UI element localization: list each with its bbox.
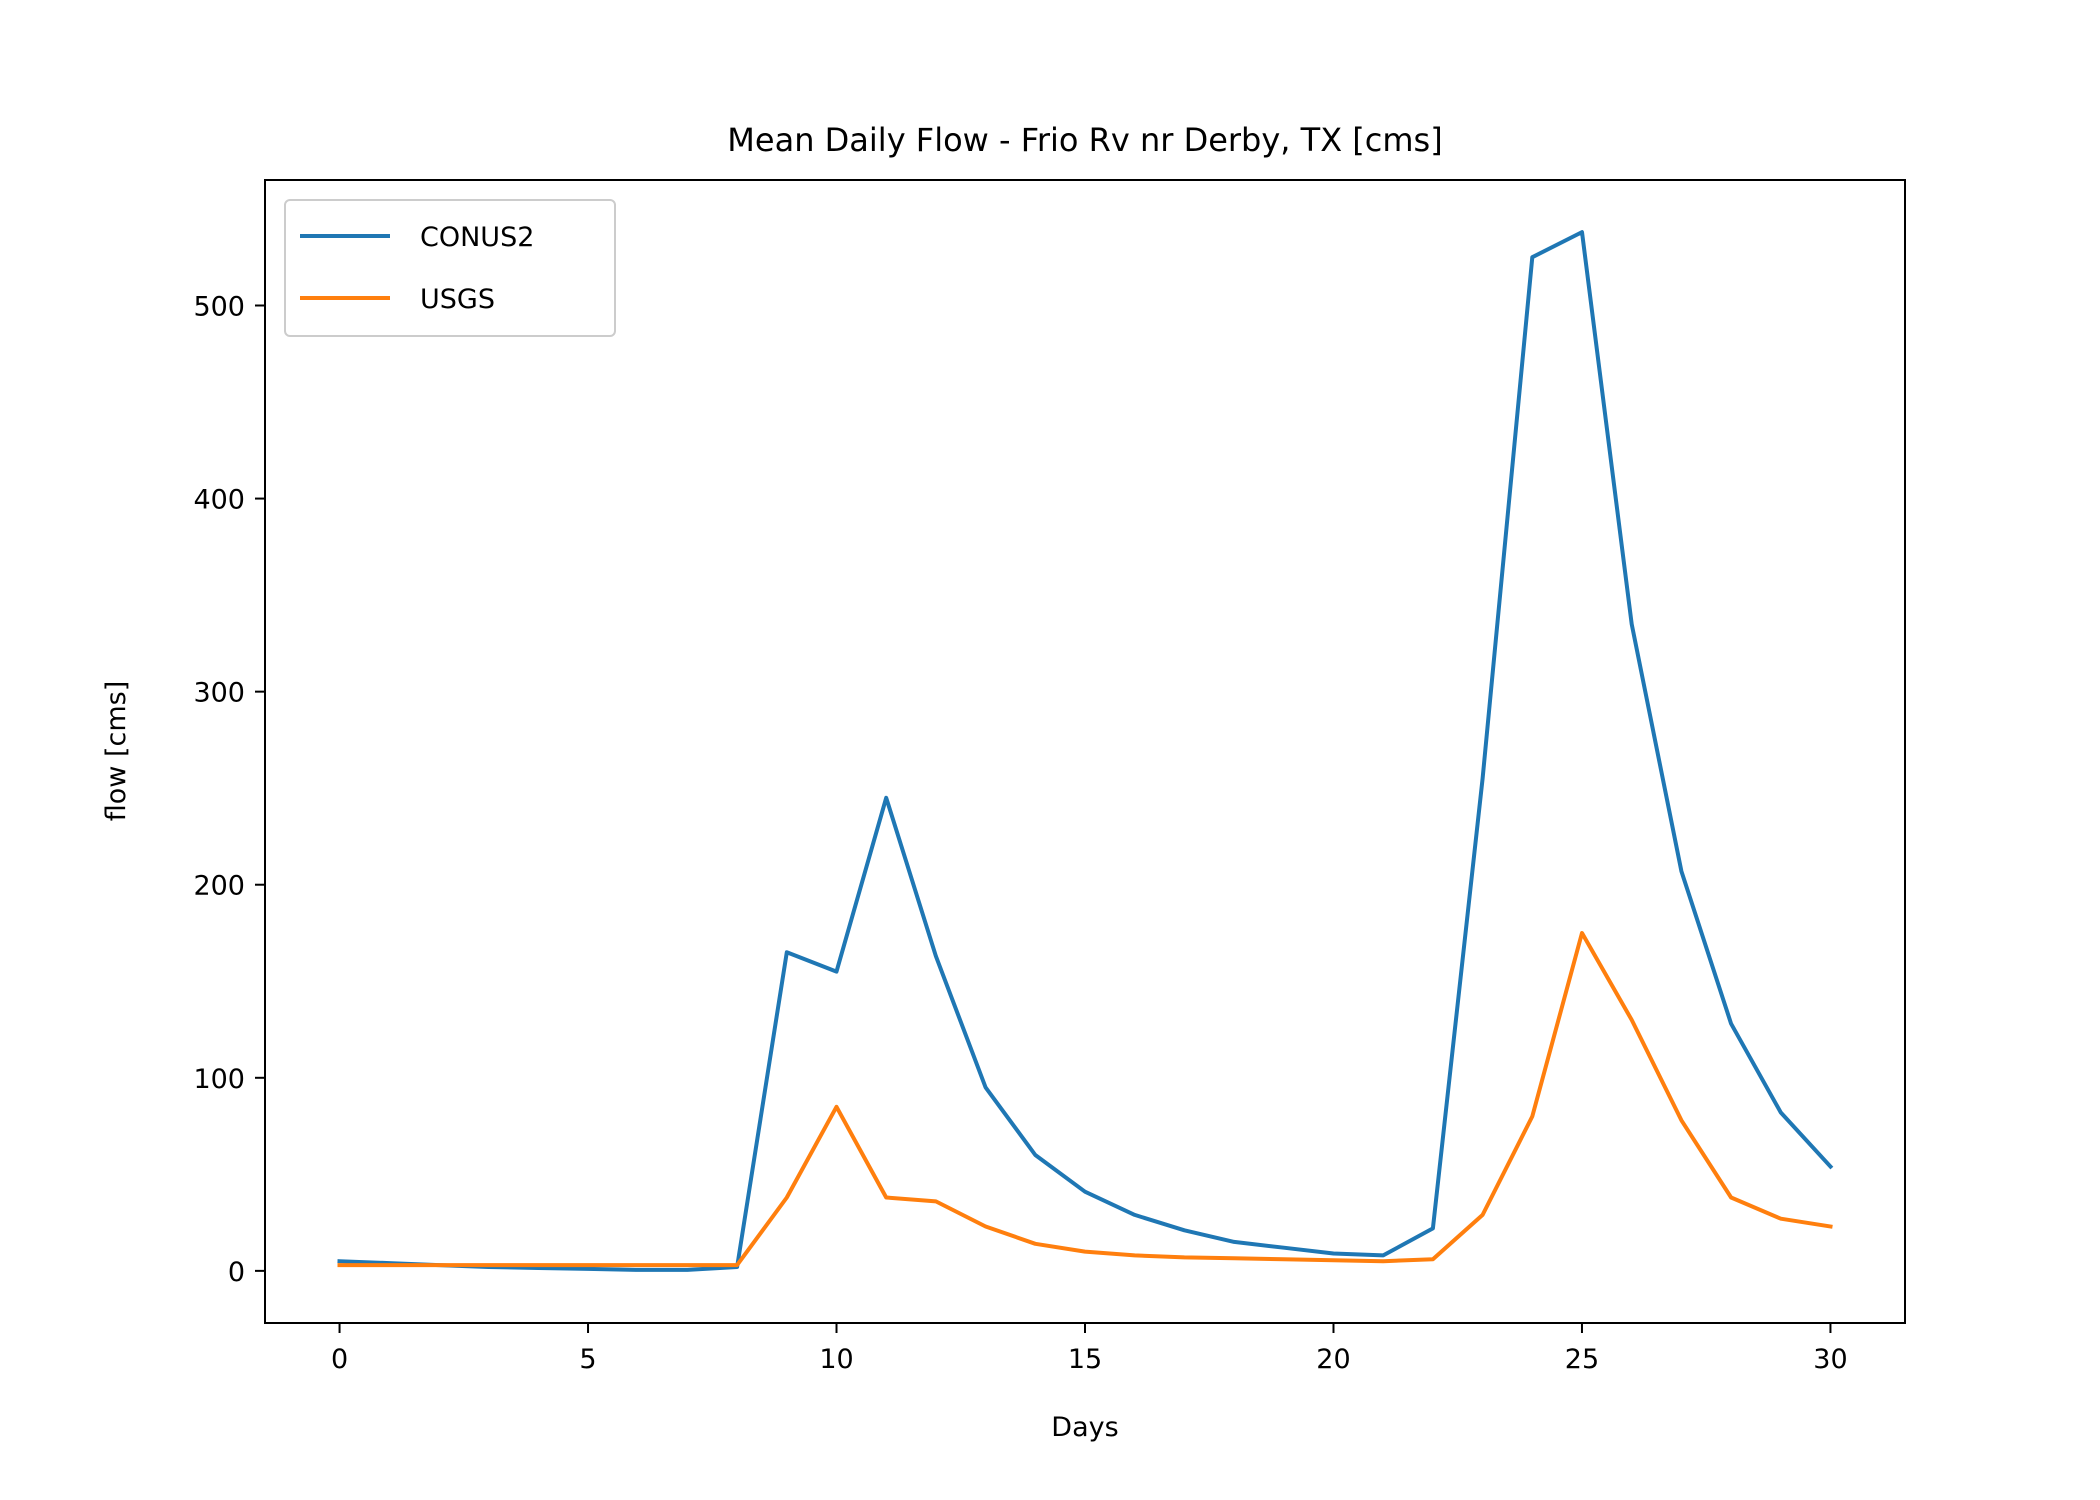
y-tick-label: 300 [193, 678, 245, 709]
y-tick-label: 0 [228, 1257, 245, 1288]
y-tick-label: 500 [193, 291, 245, 322]
x-tick-label: 5 [579, 1344, 596, 1375]
chart-title: Mean Daily Flow - Frio Rv nr Derby, TX [… [727, 121, 1442, 159]
x-tick-label: 15 [1068, 1344, 1102, 1375]
y-tick-label: 100 [193, 1064, 245, 1095]
y-tick-label: 200 [193, 871, 245, 902]
legend: CONUS2 USGS [284, 199, 616, 337]
legend-items: CONUS2 USGS [300, 222, 534, 315]
series-layer [337, 230, 1834, 1272]
x-tick-label: 20 [1316, 1344, 1350, 1375]
x-tick-label: 0 [331, 1344, 348, 1375]
series-line-1 [337, 931, 1833, 1268]
y-axis-label: flow [cms] [101, 681, 132, 821]
legend-label-1: USGS [420, 284, 495, 315]
legend-box [284, 199, 616, 337]
x-tick-label: 30 [1813, 1344, 1847, 1375]
legend-label-0: CONUS2 [420, 222, 534, 253]
x-axis-label: Days [1051, 1412, 1118, 1443]
x-axis: 0 5 10 15 20 25 30 [331, 1323, 1848, 1375]
x-tick-label: 25 [1565, 1344, 1599, 1375]
y-tick-label: 400 [193, 485, 245, 516]
y-axis: 0 100 200 300 400 500 [193, 291, 265, 1288]
x-tick-label: 10 [819, 1344, 853, 1375]
series-line-0 [337, 230, 1834, 1272]
